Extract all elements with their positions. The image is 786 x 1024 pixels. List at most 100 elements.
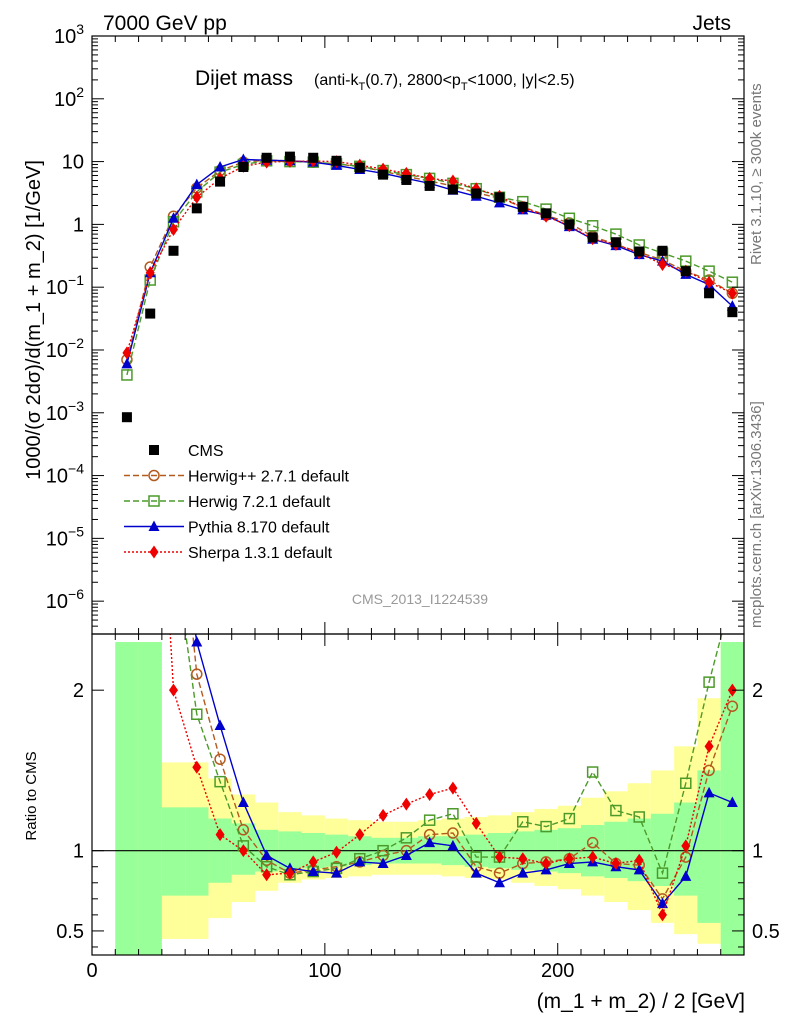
sherpa-ratio-point <box>564 852 574 866</box>
herwig7-ratio-point <box>214 775 226 788</box>
herwig7-ratio-point <box>423 814 436 826</box>
cms-data-point <box>610 237 621 248</box>
herwig7-ratio-point <box>169 541 179 551</box>
sherpa-ratio-point <box>495 850 504 864</box>
pythia-ratio-point <box>400 849 412 860</box>
cms-data-point <box>564 219 575 230</box>
cms-data-point <box>424 180 435 191</box>
pythia-ratio-point <box>237 796 249 808</box>
pythia-main-point <box>168 212 179 223</box>
sherpa-ratio-point <box>192 760 202 774</box>
cms-data-point <box>634 246 645 257</box>
main-y-tick-label: 10−3 <box>46 398 84 425</box>
pythia-ratio-point <box>703 786 715 798</box>
mcplots-reference: mcplots.cern.ch [arXiv:1306.3436] <box>748 401 765 628</box>
ratio-band-inner <box>185 807 209 896</box>
herwig7-ratio-point <box>656 867 669 879</box>
herwigpp-ratio-line <box>192 634 734 901</box>
legend-herwigpp-label: Herwig++ 2.7.1 default <box>188 469 350 486</box>
ratio-y-tick-label-right: 1 <box>752 841 763 863</box>
herwig7-ratio-point <box>610 804 622 817</box>
herwigpp-ratio-point <box>169 436 179 446</box>
pythia-ratio-point <box>447 839 459 851</box>
pythia-ratio-point <box>377 857 389 869</box>
pythia-ratio-point <box>331 867 342 878</box>
ratio-y-tick-label-right: 0.5 <box>752 921 780 943</box>
legend-sherpa-label: Sherpa 1.3.1 default <box>188 545 333 562</box>
cms-data-point <box>354 162 365 173</box>
sherpa-ratio-point <box>471 816 481 830</box>
pythia-ratio-point <box>494 876 505 888</box>
main-y-axis-label: 1000/(σ 2dσ)/d(m_1 + m_2) [1/GeV] <box>23 160 45 480</box>
herwig7-ratio-point <box>540 820 552 833</box>
legend-cms-marker <box>149 445 159 455</box>
sherpa-ratio-point <box>238 844 248 858</box>
ratio-band-inner <box>161 807 186 896</box>
cms-data-point <box>494 192 505 203</box>
pythia-ratio-point <box>517 867 529 878</box>
sherpa-ratio-point <box>704 739 714 753</box>
sherpa-main-point <box>658 257 667 271</box>
cms-data-point <box>215 176 226 187</box>
cms-data-point <box>541 208 552 219</box>
legend-sherpa-marker <box>149 545 159 559</box>
sherpa-main-point <box>704 275 714 289</box>
sherpa-main-point <box>448 174 458 188</box>
legend-pythia-label: Pythia 8.170 default <box>188 520 330 537</box>
herwig7-ratio-point <box>145 460 155 470</box>
main-y-tick-label: 10−5 <box>46 523 84 550</box>
pythia-ratio-point <box>633 863 645 875</box>
rivet-version: Rivet 3.1.10, ≥ 300k events <box>748 83 765 265</box>
herwig7-main-point <box>586 220 599 232</box>
ratio-band-inner <box>604 821 628 878</box>
legend: CMS Herwig++ 2.7.1 default Herwig 7.2.1 de… <box>124 443 350 562</box>
analysis-watermark: CMS_2013_I1224539 <box>352 591 488 607</box>
pythia-ratio-point <box>191 636 203 647</box>
sherpa-ratio-point <box>332 845 341 859</box>
sherpa-ratio-point <box>262 868 272 882</box>
pythia-ratio-point <box>657 897 668 909</box>
sherpa-ratio-point <box>681 839 691 853</box>
pythia-ratio-point <box>354 855 366 867</box>
sherpa-ratio-point <box>308 855 318 869</box>
ratio-axes: 0.5 0.5 1 1 2 2 0 100 200 <box>56 633 780 982</box>
legend-pythia-marker <box>148 520 160 531</box>
herwig7-ratio-point <box>633 811 645 823</box>
sherpa-ratio-point <box>169 683 178 697</box>
chart-title: Dijet mass <box>195 67 293 90</box>
sherpa-ratio-point <box>611 857 621 871</box>
sherpa-ratio-point <box>541 857 551 871</box>
legend-herwigpp-marker <box>148 469 160 482</box>
cms-data-point <box>191 203 202 214</box>
main-data-marks <box>121 151 739 423</box>
sherpa-ratio-point <box>378 808 388 822</box>
herwig7-ratio-point <box>727 589 737 599</box>
sherpa-main-point <box>727 286 737 300</box>
legend-herwig7-marker <box>148 495 160 507</box>
ratio-data-marks <box>92 123 744 922</box>
cms-data-point <box>704 288 715 299</box>
herwig7-ratio-point <box>377 844 389 857</box>
sherpa-ratio-point <box>658 908 667 922</box>
ratio-band-inner <box>138 642 162 955</box>
ratio-band-inner <box>697 770 721 923</box>
sherpa-ratio-point <box>285 866 295 880</box>
cms-data-point <box>378 169 389 180</box>
pythia-main-point <box>121 357 133 369</box>
cms-data-point <box>121 412 132 423</box>
cms-data-point <box>331 155 342 166</box>
sherpa-ratio-point <box>401 797 411 811</box>
herwig7-ratio-point <box>680 777 692 790</box>
ratio-band-inner <box>627 818 651 882</box>
sherpa-ratio-point <box>355 828 365 842</box>
ratio-y-axis-label: Ratio to CMS <box>23 751 40 840</box>
jets-label: Jets <box>692 12 731 35</box>
main-y-tick-label: 1 <box>73 214 84 236</box>
legend-cms-label: CMS <box>188 443 224 460</box>
main-y-tick-label: 10−1 <box>46 272 84 299</box>
herwigpp-ratio-point <box>145 123 155 133</box>
x-tick-label: 0 <box>86 960 97 982</box>
